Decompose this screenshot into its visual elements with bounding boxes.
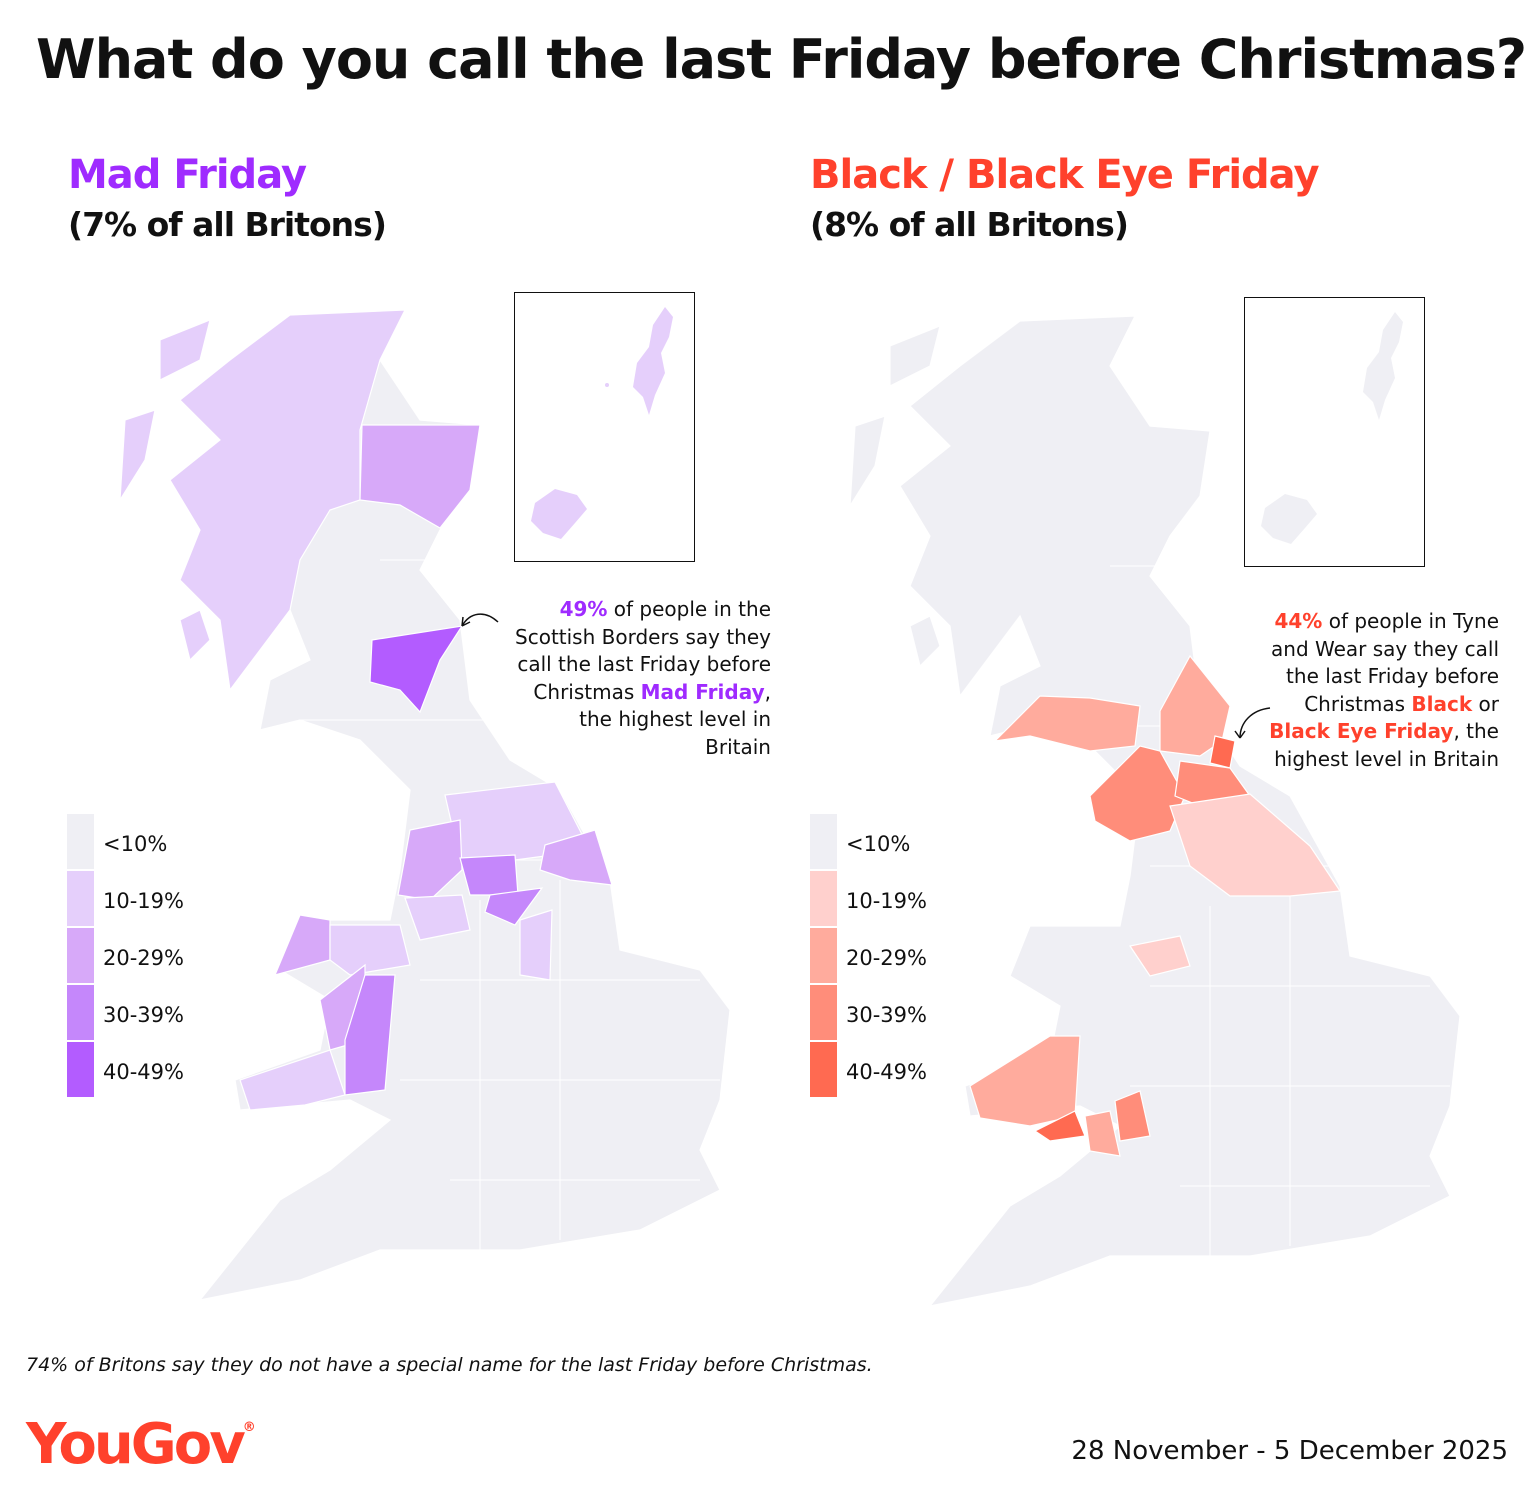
annotation-text: Christmas — [1304, 691, 1412, 716]
island — [889, 325, 941, 387]
left-annotation: 49% of people in the Scottish Borders sa… — [515, 596, 771, 761]
region-derbyshire — [519, 909, 553, 981]
legend-swatch — [810, 1042, 837, 1097]
logo-text: YouGov — [26, 1412, 246, 1477]
island — [849, 415, 886, 507]
region-west-yorkshire — [459, 854, 519, 896]
shetland-orkney-inset-right — [1244, 297, 1425, 567]
island — [179, 609, 211, 662]
legend-swatch — [67, 1042, 94, 1097]
footnote: 74% of Britons say they do not have a sp… — [26, 1354, 873, 1376]
region-cheshire — [1129, 935, 1191, 977]
legend-right: <10% 10-19% 20-29% 30-39% 40-49% — [810, 814, 970, 1104]
region-east-riding — [539, 829, 613, 886]
annotation-text: , — [764, 679, 771, 704]
highlight-term: Black Eye Friday — [1269, 719, 1454, 743]
legend-left: <10% 10-19% 20-29% 30-39% 40-49% — [67, 814, 227, 1104]
highlight-term: Black — [1411, 691, 1473, 716]
islands-shape — [531, 307, 673, 539]
annotation-text: of people in Tyne — [1322, 609, 1499, 633]
region-dumfries-galloway — [993, 695, 1141, 752]
annotation-arrow-left — [461, 613, 499, 627]
right-map-black-friday — [849, 315, 1461, 1307]
right-panel-title: Black / Black Eye Friday — [810, 152, 1320, 198]
annotation-text: Britain — [705, 734, 771, 759]
annotation-text: call the last Friday before — [517, 652, 771, 676]
annotation-text: and Wear say they call — [1271, 636, 1499, 661]
legend-swatch — [810, 928, 837, 983]
region-south-west-wales — [239, 1049, 346, 1111]
highlight-term: Mad Friday — [640, 679, 765, 704]
annotation-text: Scottish Borders say they — [515, 624, 771, 649]
left-panel-subtitle: (7% of all Britons) — [68, 205, 387, 244]
right-panel-subtitle: (8% of all Britons) — [810, 205, 1129, 244]
legend-label: 10-19% — [846, 889, 927, 913]
island — [909, 615, 941, 668]
fieldwork-dates: 28 November - 5 December 2025 — [1071, 1436, 1508, 1466]
legend-label: <10% — [103, 832, 168, 856]
annotation-arrow-right — [1239, 707, 1271, 739]
islands-shape — [1261, 312, 1403, 544]
region-lancashire — [397, 819, 463, 901]
legend-label: 10-19% — [103, 889, 184, 913]
region-cardiff — [1033, 1110, 1086, 1142]
legend-swatch — [67, 871, 94, 926]
chart-title: What do you call the last Friday before … — [36, 28, 1527, 91]
annotation-text: the highest level in — [579, 707, 771, 731]
legend-label: 40-49% — [846, 1060, 927, 1084]
right-annotation: 44% of people in Tyne and Wear say they … — [1269, 608, 1499, 773]
legend-swatch — [67, 814, 94, 869]
shetland-orkney-inset-left — [514, 292, 695, 562]
region-northumberland — [1159, 654, 1231, 757]
region-aberdeenshire — [359, 424, 481, 529]
annotation-text: or — [1472, 691, 1499, 716]
yougov-logo: YouGov® — [26, 1412, 256, 1477]
legend-swatch — [67, 928, 94, 983]
region-tyne-and-wear — [1209, 735, 1236, 769]
legend-swatch — [810, 814, 837, 869]
region-highlands — [169, 309, 406, 692]
region-conwy-denbigh — [329, 924, 411, 976]
legend-label: 40-49% — [103, 1060, 184, 1084]
annotation-text: highest level in Britain — [1274, 746, 1499, 771]
region-gloucester-area — [1114, 1090, 1151, 1142]
annotation-arrow-right-head — [1234, 730, 1246, 739]
annotation-arrow-left-head — [461, 616, 471, 627]
left-map-mad-friday — [119, 309, 731, 1301]
island — [119, 409, 156, 501]
legend-label: 20-29% — [846, 946, 927, 970]
left-panel-title: Mad Friday — [68, 152, 307, 198]
legend-swatch — [810, 985, 837, 1040]
region-powys — [344, 974, 396, 1096]
annotation-text: the last Friday before — [1286, 664, 1499, 688]
annotation-text: Christmas — [533, 679, 641, 704]
region-south-yorkshire — [484, 887, 544, 926]
annotation-text: , the — [1453, 719, 1499, 743]
legend-label: <10% — [846, 832, 911, 856]
highlight-pct: 44% — [1274, 609, 1323, 633]
region-gwent-bristol — [1084, 1110, 1121, 1157]
region-south-wales — [969, 1035, 1081, 1127]
region-greater-manchester — [404, 894, 471, 941]
legend-swatch — [67, 985, 94, 1040]
island — [159, 319, 211, 381]
registered-mark: ® — [242, 1420, 256, 1435]
highlight-pct: 49% — [559, 597, 608, 621]
legend-label: 30-39% — [846, 1003, 927, 1027]
region-north-wales — [273, 914, 331, 976]
region-north-yorkshire — [1169, 793, 1342, 897]
annotation-text: of people in the — [607, 597, 771, 621]
legend-label: 20-29% — [103, 946, 184, 970]
legend-label: 30-39% — [103, 1003, 184, 1027]
legend-swatch — [810, 871, 837, 926]
